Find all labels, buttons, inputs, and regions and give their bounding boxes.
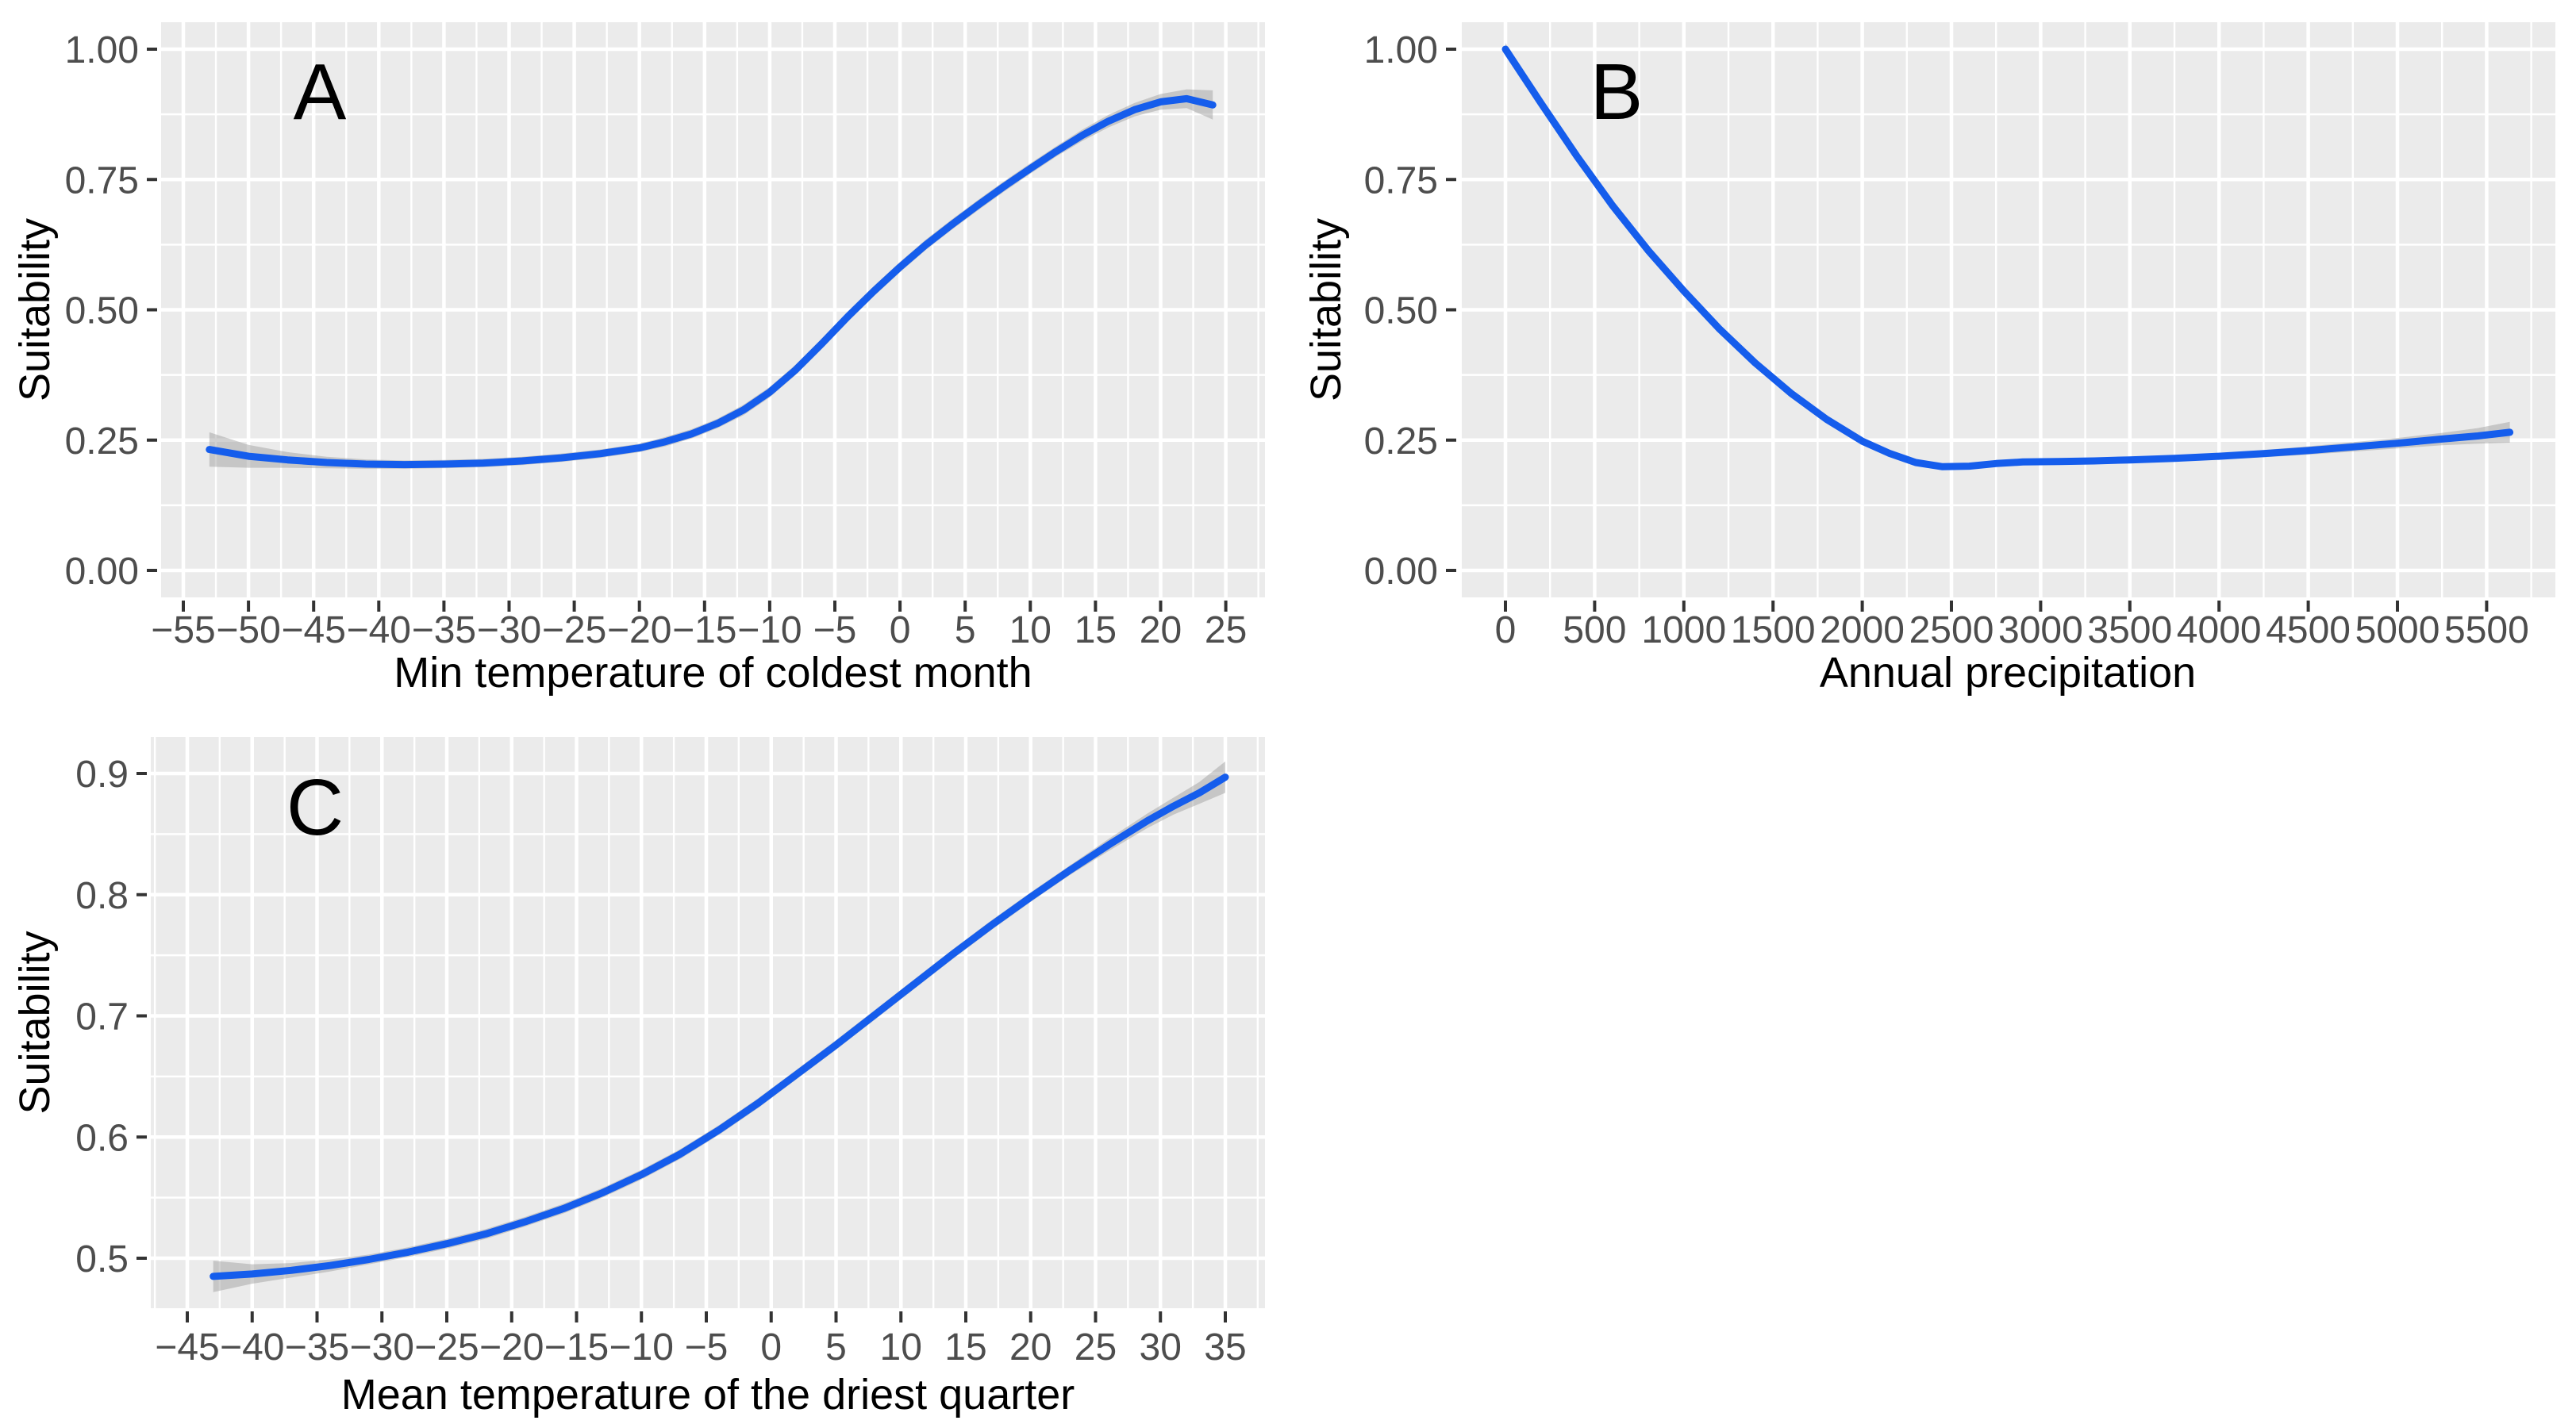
y-axis-title: Suitability: [11, 931, 59, 1114]
x-axis-tick-label: −20: [607, 609, 671, 651]
y-axis-tick-label: 0.00: [1364, 551, 1438, 593]
x-axis-tick-label: 15: [944, 1326, 986, 1368]
panel-letter: B: [1590, 48, 1644, 136]
y-axis-tick-label: 0.5: [75, 1238, 129, 1280]
y-axis-tick-label: 0.25: [65, 420, 139, 463]
x-axis-tick-label: −55: [151, 609, 215, 651]
panel-a: −55 −50 −45 −40 −35 −30 −25 −20 −15 −10 −5 0 5 10 15 20…: [11, 22, 1265, 697]
x-axis-tick-label: −40: [220, 1326, 284, 1368]
x-axis-tick-label: 5: [825, 1326, 847, 1368]
x-axis-tick-label: 5: [955, 609, 976, 651]
x-axis-tick-label: −25: [542, 609, 606, 651]
x-axis-tick-label: 3500: [2087, 609, 2172, 651]
x-axis-tick-label: 0: [760, 1326, 782, 1368]
x-axis-title: Min temperature of coldest month: [394, 649, 1032, 697]
x-axis-tick-label: 10: [1009, 609, 1052, 651]
x-axis-tick-label: −5: [813, 609, 857, 651]
x-axis-tick-label: −20: [479, 1326, 544, 1368]
x-axis-tick-label: 5000: [2355, 609, 2440, 651]
x-axis-tick-label: 2500: [1909, 609, 1994, 651]
x-axis-tick-label: 5500: [2444, 609, 2529, 651]
y-axis-tick-label: 0.25: [1364, 420, 1438, 463]
y-axis-tick-label: 0.50: [1364, 290, 1438, 332]
x-axis-tick-label: 25: [1075, 1326, 1117, 1368]
x-axis-tick-label: −10: [737, 609, 802, 651]
x-axis-tick-label: −45: [281, 609, 345, 651]
panel-letter: A: [294, 48, 347, 136]
y-axis-tick-label: 0.75: [65, 159, 139, 202]
y-axis-tick-label: 0.8: [75, 875, 129, 917]
x-axis-tick-label: 10: [880, 1326, 922, 1368]
x-axis-tick-label: 30: [1140, 1326, 1182, 1368]
x-axis-title: Mean temperature of the driest quarter: [341, 1371, 1075, 1418]
y-axis-title: Suitability: [1302, 218, 1350, 401]
x-axis-tick-label: −5: [685, 1326, 729, 1368]
x-axis-title: Annual precipitation: [1820, 649, 2196, 697]
x-axis-tick-label: −30: [350, 1326, 414, 1368]
x-axis-tick-label: 3000: [1998, 609, 2083, 651]
x-axis-tick-label: 4000: [2177, 609, 2262, 651]
y-axis-tick-label: 0.7: [75, 996, 129, 1038]
y-axis-title: Suitability: [11, 218, 59, 401]
smoothed-line: [206, 94, 1217, 469]
x-axis-tick-label: 500: [1563, 609, 1626, 651]
x-axis-tick-label: 20: [1140, 609, 1182, 651]
x-axis-tick-label: 4500: [2266, 609, 2351, 651]
panel-letter: C: [286, 763, 344, 852]
y-axis-tick-label: 0.6: [75, 1117, 129, 1159]
x-axis-tick-label: 0: [890, 609, 911, 651]
x-axis-tick-label: 20: [1009, 1326, 1052, 1368]
y-axis-tick-label: 0.00: [65, 551, 139, 593]
smoothed-line: [210, 774, 1229, 1280]
x-axis-tick-label: −50: [216, 609, 280, 651]
x-axis-tick-label: 35: [1204, 1326, 1246, 1368]
x-axis-tick-label: −25: [414, 1326, 479, 1368]
x-axis-tick-label: 25: [1205, 609, 1247, 651]
x-axis-tick-label: −30: [477, 609, 541, 651]
y-axis-tick-label: 0.75: [1364, 159, 1438, 202]
panel-c: −45 −40 −35 −30 −25 −20 −15 −10 −5 0 5 10 15 20 25 30 35…: [11, 737, 1265, 1418]
x-axis-tick-label: −15: [544, 1326, 609, 1368]
x-axis-tick-label: −10: [609, 1326, 674, 1368]
x-axis-tick-label: −35: [285, 1326, 349, 1368]
x-axis-tick-label: −35: [412, 609, 476, 651]
panel-b: 0 500 1000 1500 2000 2500 3000 3500 4000 4500 5000…: [1302, 22, 2555, 697]
x-axis-tick-label: −15: [672, 609, 736, 651]
smoothed-line: [1501, 45, 2514, 470]
y-axis-tick-label: 1.00: [1364, 29, 1438, 71]
y-axis-tick-label: 1.00: [65, 29, 139, 71]
x-axis-tick-label: 15: [1075, 609, 1117, 651]
y-axis-tick-label: 0.50: [65, 290, 139, 332]
x-axis-tick-label: 0: [1495, 609, 1517, 651]
x-axis-tick-label: −40: [347, 609, 411, 651]
x-axis-tick-label: 2000: [1820, 609, 1905, 651]
y-axis-tick-label: 0.9: [75, 754, 129, 796]
x-axis-tick-label: 1500: [1731, 609, 1816, 651]
x-axis-tick-label: −45: [155, 1326, 219, 1368]
x-axis-tick-label: 1000: [1641, 609, 1726, 651]
